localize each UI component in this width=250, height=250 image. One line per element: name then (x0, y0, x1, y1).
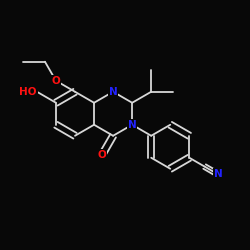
Text: N: N (109, 87, 118, 97)
Text: N: N (214, 169, 222, 179)
Text: N: N (128, 120, 136, 130)
Text: O: O (98, 150, 106, 160)
Text: O: O (52, 76, 60, 86)
Text: HO: HO (20, 87, 37, 97)
